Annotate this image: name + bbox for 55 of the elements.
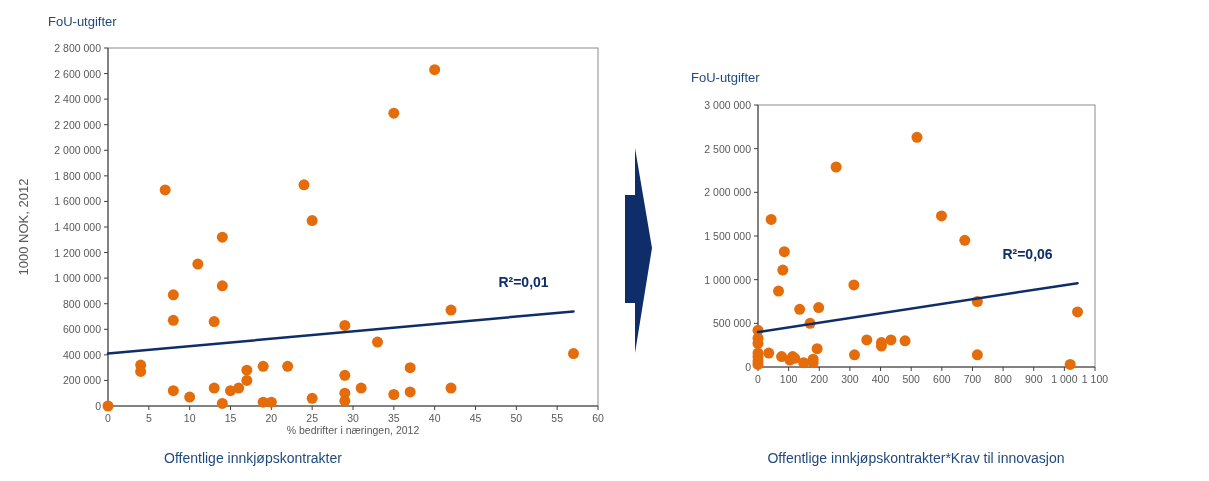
y-tick-label: 1 400 000 xyxy=(54,221,102,233)
annotation: R²=0,01 xyxy=(498,274,549,291)
x-tick-label: 500 xyxy=(902,373,921,385)
y-tick-label: 0 xyxy=(745,361,752,373)
x-tick-label: 900 xyxy=(1024,373,1043,385)
x-tick-label: 10 xyxy=(183,412,196,424)
y-tick-label: 3 000 000 xyxy=(704,99,752,111)
x-tick-label: 1 100 xyxy=(1081,373,1109,385)
chart-subtitle: FoU-utgifter xyxy=(691,70,761,85)
x-axis-title: % bedrifter i næringen, 2012 xyxy=(286,424,420,436)
y-tick-label: 2 000 000 xyxy=(54,144,102,157)
y-tick-label: 2 400 000 xyxy=(54,93,102,106)
x-tick-label: 100 xyxy=(779,373,798,385)
x-tick-label: 1 000 xyxy=(1051,373,1078,385)
y-tick-label: 400 000 xyxy=(63,348,102,361)
x-tick-label: 45 xyxy=(469,412,482,424)
x-tick-label: 55 xyxy=(551,412,564,424)
x-tick-label: 0 xyxy=(755,373,762,385)
x-tick-label: 800 xyxy=(994,373,1012,385)
chart-subtitle: FoU-utgifter xyxy=(48,14,118,29)
y-tick-label: 1 000 000 xyxy=(704,273,752,286)
x-tick-label: 30 xyxy=(347,412,359,424)
x-tick-label: 20 xyxy=(265,412,278,424)
y-axis-title: 1000 NOK, 2012 xyxy=(16,178,31,276)
x-tick-label: 700 xyxy=(963,373,982,385)
x-tick-label: 25 xyxy=(306,412,319,424)
x-tick-label: 40 xyxy=(428,412,441,424)
x-tick-label: 600 xyxy=(933,373,951,385)
x-tick-label: 60 xyxy=(592,412,604,424)
y-tick-label: 0 xyxy=(95,400,102,412)
x-tick-label: 300 xyxy=(841,373,859,385)
x-tick-label: 35 xyxy=(387,412,400,424)
x-tick-label: 15 xyxy=(224,412,237,424)
x-tick-label: 5 xyxy=(145,412,152,424)
y-tick-label: 1 000 000 xyxy=(54,272,102,285)
y-tick-label: 800 000 xyxy=(63,297,102,310)
y-tick-label: 1 500 000 xyxy=(704,230,752,242)
x-tick-label: 200 xyxy=(810,373,829,385)
y-tick-label: 2 200 000 xyxy=(54,118,102,131)
x-tick-label: 400 xyxy=(871,373,890,385)
text: Offentlige innkjøpskontrakter xyxy=(164,450,343,466)
y-tick-label: 2 800 000 xyxy=(54,42,102,54)
x-tick-label: 50 xyxy=(510,412,523,424)
y-tick-label: 1 200 000 xyxy=(54,246,102,259)
y-tick-label: 200 000 xyxy=(63,374,102,387)
annotation: R²=0,06 xyxy=(1002,246,1053,263)
y-tick-label: 2 000 000 xyxy=(704,186,752,199)
text: Offentlige innkjøpskontrakter*Krav til innovasjon xyxy=(767,450,1065,466)
y-tick-label: 1 600 000 xyxy=(54,195,102,208)
x-tick-label: 0 xyxy=(105,412,112,424)
y-tick-label: 500 000 xyxy=(713,317,752,330)
y-tick-label: 600 000 xyxy=(63,323,102,336)
y-tick-label: 2 500 000 xyxy=(704,142,752,155)
y-tick-label: 1 800 000 xyxy=(54,169,102,182)
y-tick-label: 2 600 000 xyxy=(54,67,102,80)
